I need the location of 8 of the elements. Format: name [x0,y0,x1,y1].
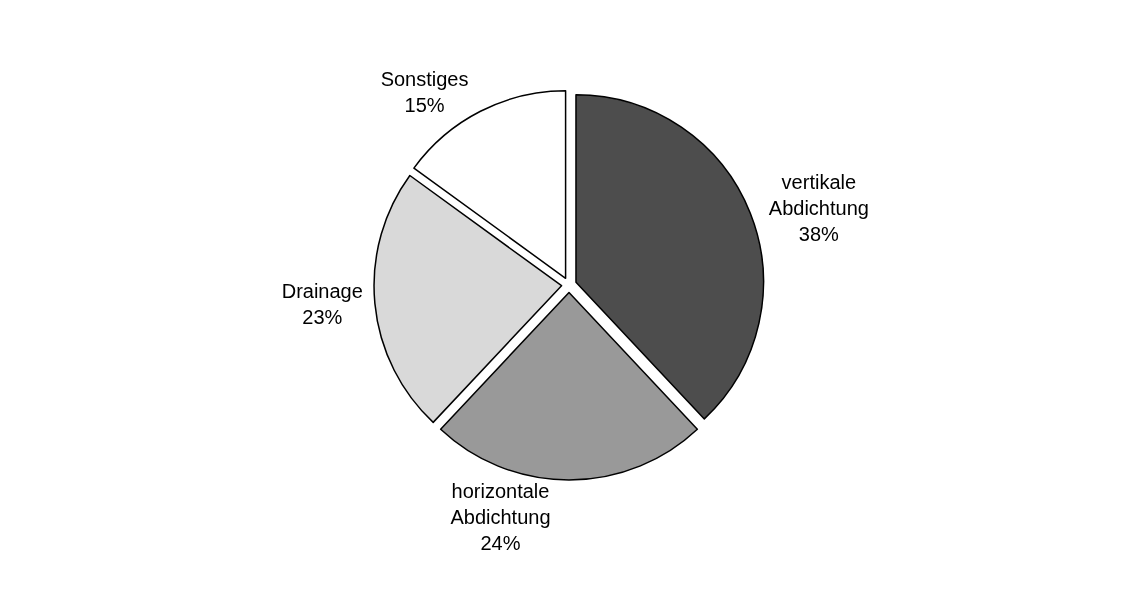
data-label: 24% [480,532,521,554]
slice-label: horizontale Abdichtung [450,480,551,528]
slice-label: Drainage [281,279,363,302]
data-label: 15% [404,94,445,117]
slice-label: vertikale Abdichtung [768,171,869,220]
data-label: 38% [798,223,840,246]
data-label: 23% [302,305,343,328]
slice-label: Sonstiges [380,68,469,91]
